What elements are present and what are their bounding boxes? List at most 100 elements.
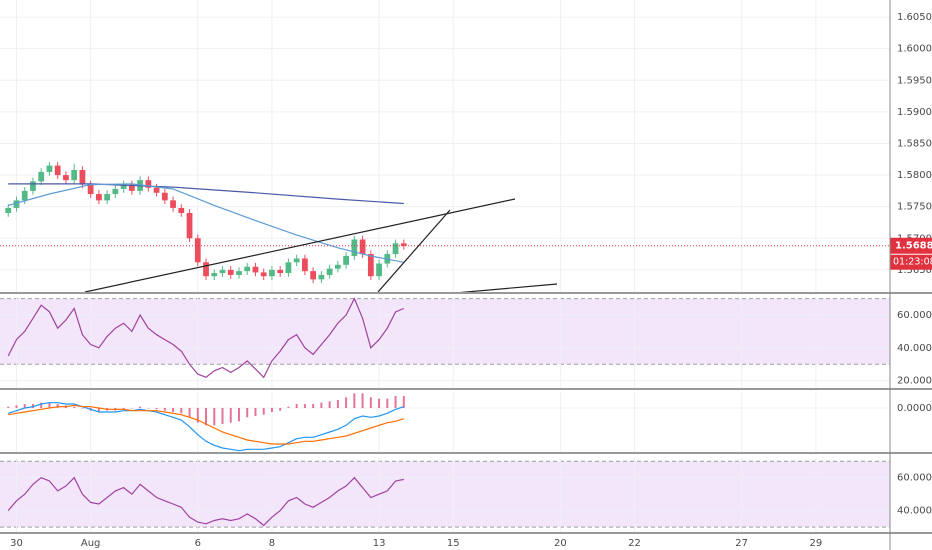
histogram-bar [73, 406, 76, 408]
candle-body [120, 184, 127, 189]
candle-body [71, 170, 78, 181]
last-price-box [890, 237, 932, 254]
candle-body [367, 254, 374, 277]
candle-body [203, 262, 209, 277]
candle-body [334, 264, 341, 269]
candle-body [252, 266, 259, 273]
histogram-bar [23, 404, 26, 408]
x-tick-label: Aug [81, 538, 101, 549]
candle-body [400, 243, 407, 246]
candle-body [318, 274, 325, 280]
histogram-bar [7, 406, 10, 408]
x-tick-label: 20 [554, 538, 567, 549]
candle-body [170, 200, 176, 208]
histogram-bar [303, 404, 306, 408]
last-price-label: 1.56882 [895, 241, 932, 252]
histogram-bar [336, 400, 339, 408]
histogram-bar [147, 408, 150, 409]
candle-body [54, 165, 61, 176]
trend-lines [84, 198, 558, 292]
y-tick-label: 1.56500 [897, 265, 932, 276]
y-tick-label: 40.0000 [897, 343, 932, 354]
trend-line [84, 198, 516, 292]
candle-body [302, 258, 308, 272]
panel [0, 458, 890, 532]
y-tick-label: 1.58500 [897, 138, 932, 149]
candle-body [13, 200, 20, 208]
countdown-label: 01:23:08 [893, 257, 932, 268]
histogram-bar [155, 408, 158, 410]
candle-body [153, 187, 160, 193]
indicator-line [7, 297, 405, 379]
candle-body [128, 184, 135, 191]
candle-body [96, 194, 102, 201]
candle-body [260, 272, 267, 277]
histogram-bar [139, 406, 142, 408]
candle-body [293, 258, 300, 263]
candle-body [244, 266, 251, 272]
histogram-bar [213, 408, 216, 426]
histogram-bar [205, 408, 208, 426]
candle-body [285, 262, 292, 274]
histogram-bar [229, 408, 232, 423]
candle-body [178, 207, 185, 213]
histogram-bar [196, 408, 199, 423]
histogram-bar [40, 402, 43, 408]
y-tick-label: 60.0000 [897, 310, 932, 321]
histogram-bar [320, 402, 323, 408]
candle-body [38, 171, 45, 182]
candle-body [310, 271, 317, 280]
histogram-bar [97, 408, 100, 412]
histogram-bar [394, 396, 397, 408]
candle-body [343, 255, 349, 265]
histogram-bar [295, 404, 298, 408]
candle-body [194, 238, 201, 263]
y-tick-label: 1.57500 [897, 202, 932, 213]
histogram-bar [254, 408, 257, 416]
trend-line [459, 283, 558, 292]
histogram-bar [262, 408, 265, 415]
candle-body [46, 165, 53, 172]
moving-average [8, 183, 404, 205]
candle-body [236, 271, 242, 275]
candle-body [104, 194, 111, 201]
histogram-bar [163, 408, 166, 411]
histogram-bar [172, 408, 175, 412]
histogram-bar [270, 408, 273, 412]
histogram-bar [180, 408, 183, 414]
panel-plot [0, 458, 890, 532]
histogram-bar [287, 406, 290, 408]
x-tick-label: 6 [195, 538, 201, 549]
candle-body [211, 273, 218, 277]
histogram-bar [369, 397, 372, 408]
x-tick-label: 30 [10, 538, 23, 549]
candle-body [277, 269, 284, 274]
candle-body [376, 263, 382, 277]
candle-body [186, 212, 193, 239]
y-tick-label: 1.59000 [897, 107, 932, 118]
histogram-bar [246, 408, 249, 418]
candle-body [392, 243, 399, 255]
candle-body [112, 188, 119, 195]
moving-average [8, 183, 404, 263]
histogram-bar [312, 404, 315, 408]
histogram-bar [31, 404, 34, 408]
trend-line [377, 209, 451, 292]
y-tick-label: 20.0000 [897, 376, 932, 387]
histogram-bar [353, 393, 356, 408]
candle-body [219, 269, 226, 274]
panel-plot [0, 0, 890, 292]
candle-body [326, 268, 333, 275]
histogram-bar [48, 402, 51, 408]
histogram-bar [122, 408, 125, 410]
histogram-bar [188, 408, 191, 418]
panel-plot [0, 392, 890, 452]
macd-line [8, 402, 404, 452]
countdown-box [890, 254, 932, 270]
x-tick-label: 15 [447, 538, 460, 549]
x-tick-label: 13 [373, 538, 386, 549]
panel-plot [0, 297, 890, 388]
candle-body [30, 181, 36, 191]
